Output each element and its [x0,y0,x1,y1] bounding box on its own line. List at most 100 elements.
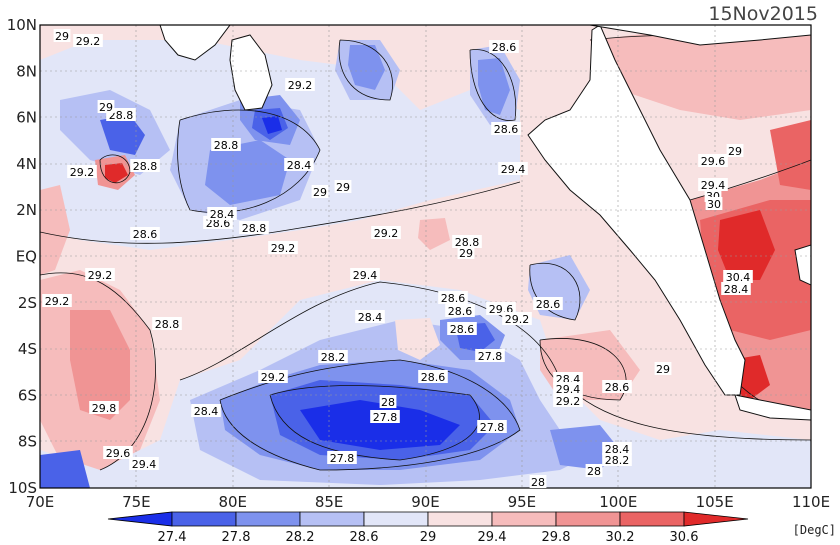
y-tick-label: 4N [16,155,37,173]
colorbar-tick-label: 30.2 [606,530,635,545]
contour-label: 28.4 [284,158,314,172]
x-tick-label: 110E [792,493,830,511]
contour-label: 30 [705,197,723,211]
svg-text:29.2: 29.2 [556,395,581,408]
svg-text:29.2: 29.2 [271,242,296,255]
svg-text:29.4: 29.4 [556,383,581,396]
contour-label: 28 [585,464,603,478]
svg-text:29: 29 [313,186,327,199]
contour-label: 29.2 [285,78,315,92]
colorbar-segment [427,511,493,527]
svg-text:28.6: 28.6 [605,381,630,394]
contour-label: 28.2 [318,350,348,364]
contour-label: 29.2 [258,370,288,384]
graticule [40,25,811,488]
borneo-land [794,244,811,286]
date-title: 15Nov2015 [708,3,818,25]
y-tick-label: 10S [8,479,37,497]
svg-text:29: 29 [728,145,742,158]
svg-text:28.4: 28.4 [605,443,630,456]
svg-text:28.6: 28.6 [206,217,231,230]
contour-label: 29 [97,100,115,114]
contour-label: 28.6 [533,297,563,311]
contour-label: 28.8 [211,138,241,152]
contour-label: 29.6 [486,302,516,316]
x-axis-ticks: 70E 75E 80E 85E 90E 95E 100E 105E 110E [26,493,830,511]
contour-label: 28.4 [191,404,221,418]
svg-text:29.2: 29.2 [505,313,530,326]
contour-label: 28.8 [106,108,136,122]
svg-text:28.4: 28.4 [724,283,749,296]
svg-text:28.8: 28.8 [214,139,239,152]
svg-text:28: 28 [531,476,545,489]
contour-label: 28.6 [489,40,519,54]
colorbar-tick-label: 29.8 [542,530,571,545]
contour-label: 29 [334,180,352,194]
svg-text:29.2: 29.2 [45,295,70,308]
contour-label: 28.4 [721,282,751,296]
contour-label: 29.6 [698,154,728,168]
svg-text:29: 29 [336,181,350,194]
contour-label: 28.6 [438,291,468,305]
colorbar-segment [619,511,685,527]
svg-text:29.4: 29.4 [701,179,726,192]
y-tick-label: 2S [18,294,37,312]
contour-label: 29.2 [85,268,115,282]
colorbar-segment [683,511,749,527]
svg-text:29: 29 [656,363,670,376]
y-tick-label: 2N [16,201,37,219]
svg-text:29.2: 29.2 [88,269,113,282]
contour-label: 29.4 [553,382,583,396]
svg-text:29.2: 29.2 [76,35,101,48]
svg-text:27.8: 27.8 [373,411,398,424]
contour-label: 29.4 [129,457,159,471]
contour-label: 28.4 [602,442,632,456]
svg-text:29.2: 29.2 [261,371,286,384]
svg-text:28.4: 28.4 [358,311,383,324]
y-tick-label: 10N [7,16,37,34]
svg-text:29.2: 29.2 [374,227,399,240]
svg-text:29.4: 29.4 [501,163,526,176]
svg-text:28.6: 28.6 [421,371,446,384]
svg-text:28.6: 28.6 [536,298,561,311]
contour-label: 27.8 [475,349,505,363]
colorbar: 27.4 27.8 28.2 28.6 29 29.4 29.8 30.2 30.6 [107,511,749,545]
contour-label: 29 [53,29,71,43]
contour-label: 28.6 [602,380,632,394]
svg-text:27.8: 27.8 [478,350,503,363]
y-tick-label: 6N [16,109,37,127]
colorbar-segment [235,511,301,527]
svg-text:28.2: 28.2 [321,351,346,364]
contour-label: 29.4 [698,178,728,192]
svg-text:27.8: 27.8 [480,421,505,434]
x-tick-label: 75E [122,493,151,511]
y-tick-label: 4S [18,340,37,358]
contour-label: 29 [654,362,672,376]
svg-text:29: 29 [99,101,113,114]
colorbar-tick-label: 27.4 [158,530,187,545]
svg-text:29: 29 [55,30,69,43]
contour-label: 29.4 [350,268,380,282]
contour-label: 29.2 [502,312,532,326]
svg-text:29: 29 [459,247,473,260]
x-tick-label: 80E [218,493,247,511]
colorbar-tick-label: 28.6 [350,530,379,545]
x-tick-label: 70E [26,493,55,511]
y-axis-ticks: 10N 8N 6N 4N 2N EQ 2S 4S 6S 8S 10S [7,16,37,497]
y-tick-label: EQ [16,248,37,266]
colorbar-segment [363,511,429,527]
svg-text:28.6: 28.6 [492,41,517,54]
contour-label: 29 [726,144,744,158]
contour-label: 28.8 [130,159,160,173]
contour-label: 29.2 [67,165,97,179]
svg-text:28: 28 [587,465,601,478]
svg-text:27.8: 27.8 [330,452,355,465]
contour-label: 27.8 [477,420,507,434]
contour-label: 30.4 [723,270,753,284]
svg-text:28.6: 28.6 [450,323,475,336]
svg-text:28.6: 28.6 [441,292,466,305]
colorbar-segment [171,511,237,527]
y-tick-label: 8S [18,433,37,451]
